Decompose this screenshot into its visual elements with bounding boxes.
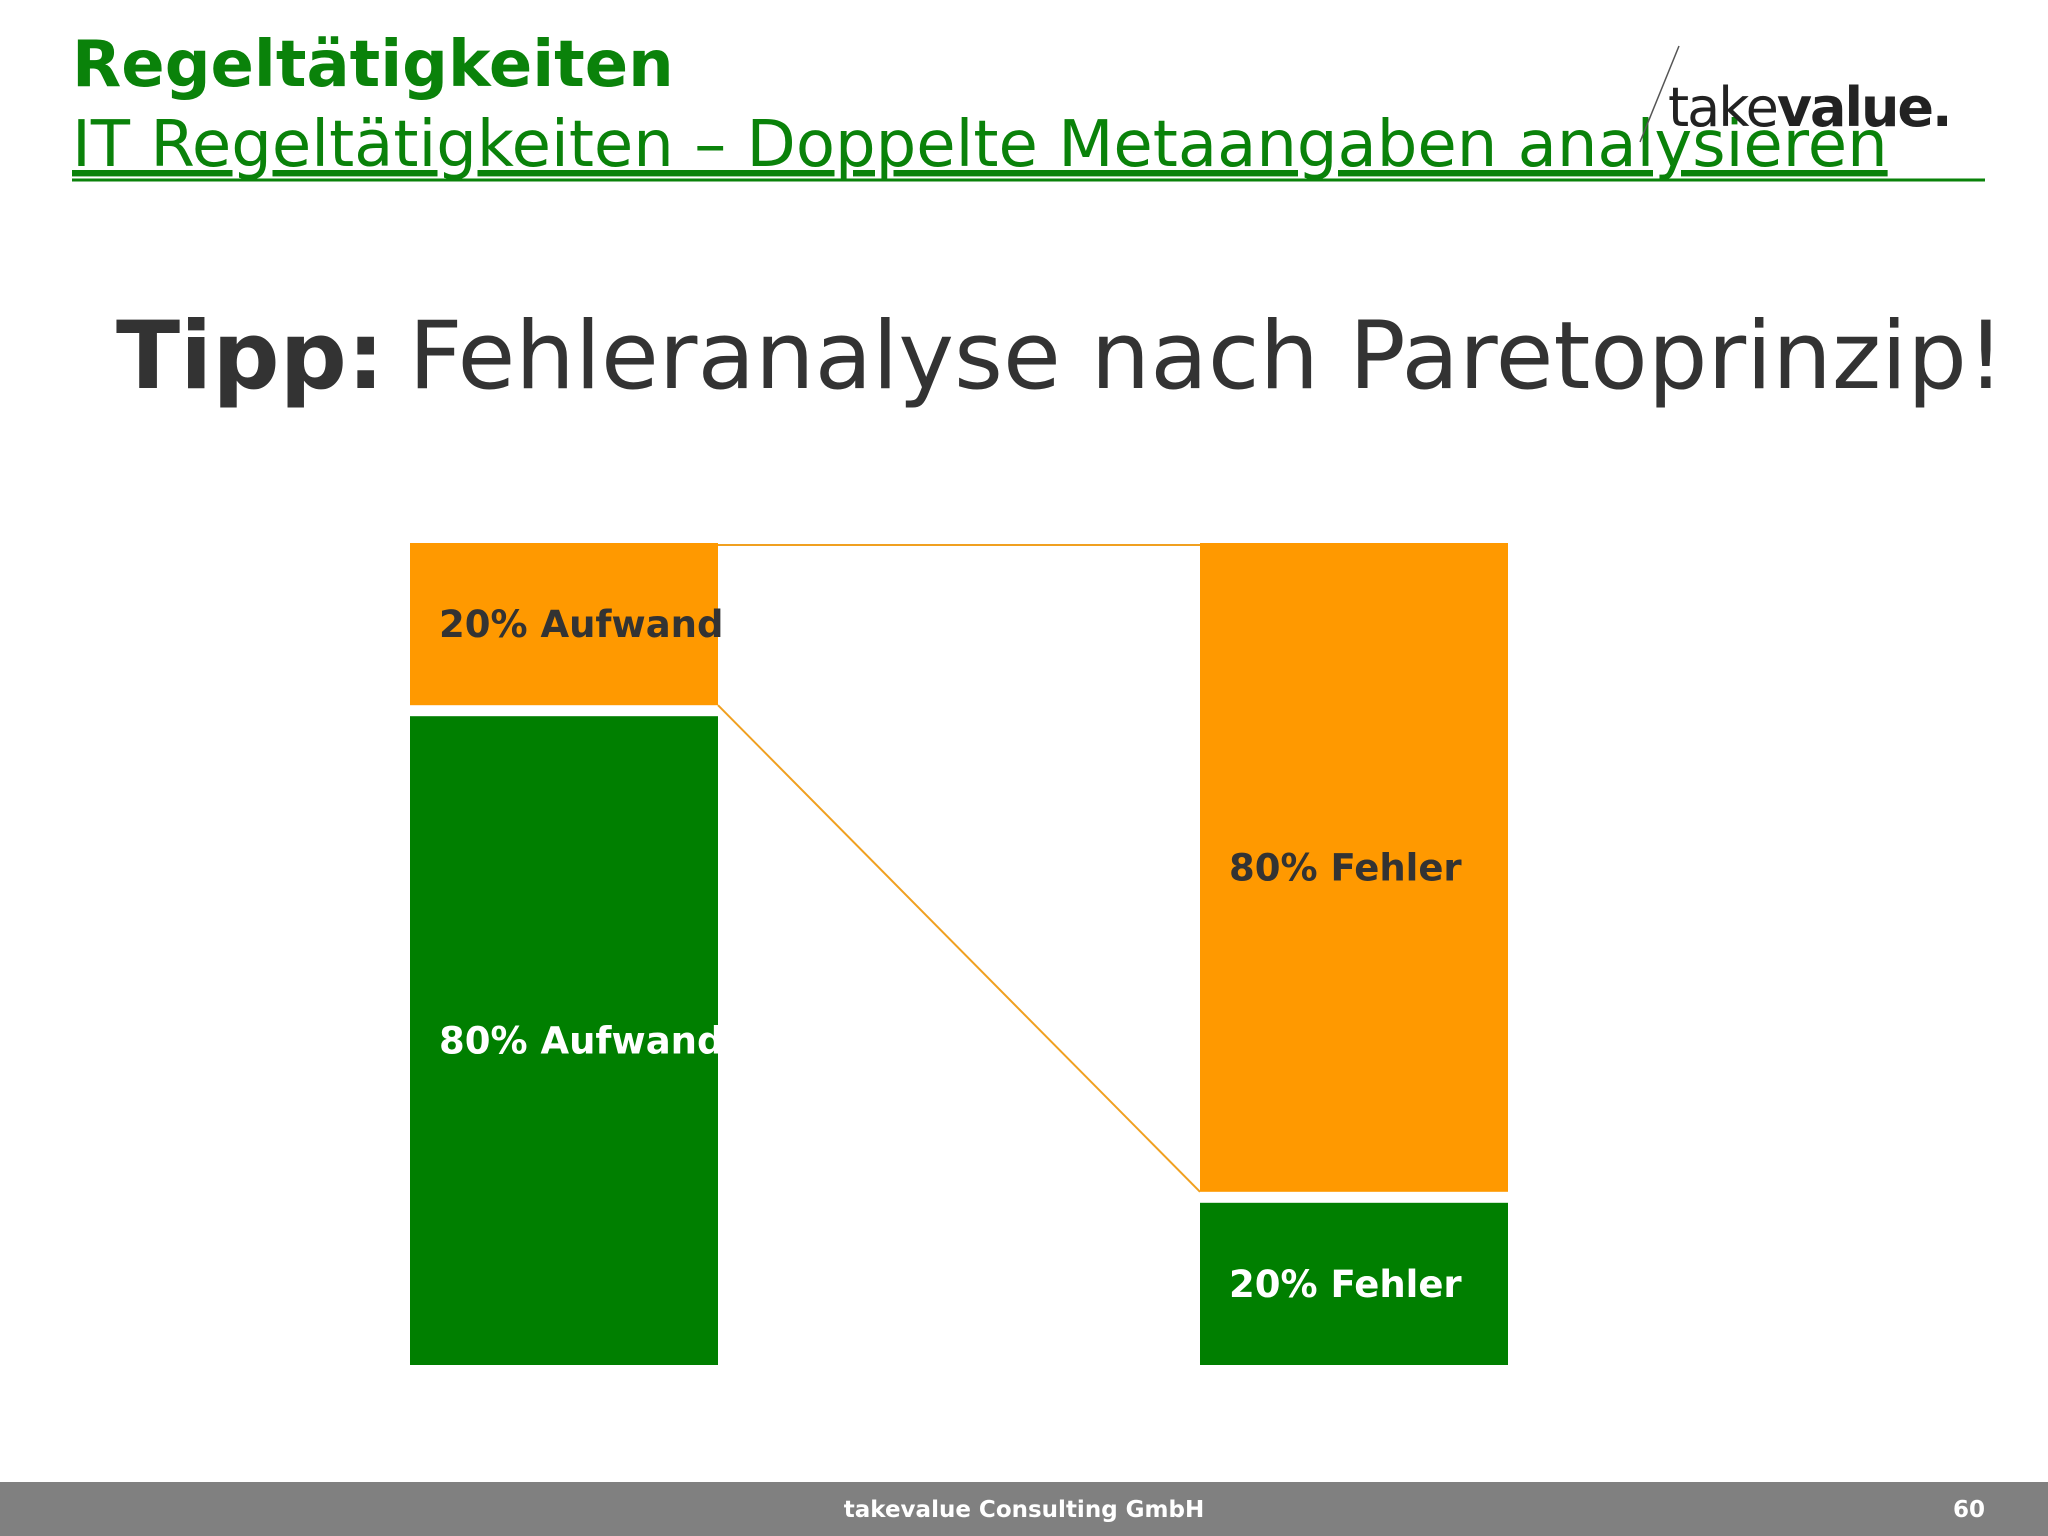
page-number: 60 (1953, 1497, 1985, 1523)
segment-label: 20% Aufwand (439, 603, 724, 646)
bar-segment (1200, 543, 1508, 1192)
bar-segment (410, 716, 718, 1365)
logo-slash (1639, 45, 1680, 143)
bar-segment (410, 543, 718, 706)
segment-label: 80% Fehler (1229, 846, 1462, 889)
pareto-diagram: 80% Aufwand 20% Aufwand 20% Fehler 80% Fehl… (410, 543, 1508, 1365)
tip-heading: Tipp: Fehleranalyse nach Paretoprinzip! (116, 302, 2005, 411)
slide-subtitle: IT Regeltätigkeiten – Doppelte Metaangab… (72, 108, 1888, 182)
footer-bar (0, 1482, 2048, 1536)
logo-bold: value. (1777, 76, 1951, 139)
logo-light: take (1668, 76, 1777, 139)
footer-company: takevalue Consulting GmbH (844, 1497, 1204, 1523)
bar-segment (1200, 1202, 1508, 1365)
tip-label: Tipp: (116, 302, 385, 411)
segment-label: 20% Fehler (1229, 1263, 1462, 1306)
logo: takevalue. (1668, 76, 1951, 139)
slide-title: Regeltätigkeiten (72, 28, 674, 102)
segment-label: 80% Aufwand (439, 1020, 724, 1063)
connector-line (717, 704, 1201, 1193)
tip-text: Fehleranalyse nach Paretoprinzip! (409, 302, 2005, 411)
